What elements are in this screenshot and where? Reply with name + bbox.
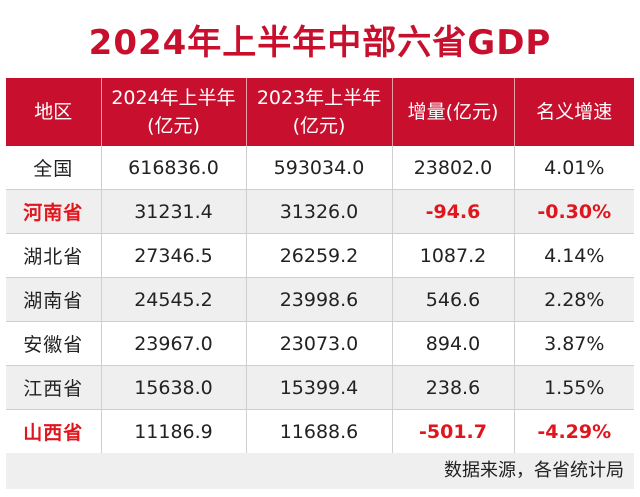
increase-cell: 894.0 [392,321,515,366]
table-body: 全国 616836.0 593034.0 23802.0 4.01% 河南省 3… [6,146,634,454]
region-cell: 全国 [6,146,102,190]
growth-cell: 2.28% [514,277,634,322]
gdp-2024-cell: 15638.0 [101,365,247,410]
region-cell: 河南省 [6,189,102,234]
gdp-2024-cell: 27346.5 [101,233,247,278]
region-cell: 山西省 [6,409,102,454]
col-header-2024-line1: 2024年上半年 [111,87,236,109]
gdp-2023-cell: 23073.0 [246,321,393,366]
gdp-2023-cell: 593034.0 [246,146,393,190]
table-header: 地区 2024年上半年 (亿元) 2023年上半年 (亿元) 增量(亿元) 名义… [6,78,634,146]
col-header-2023-line2: (亿元) [292,115,346,137]
growth-cell: 4.01% [514,146,634,190]
region-cell: 江西省 [6,365,102,410]
gdp-2024-cell: 616836.0 [101,146,247,190]
col-header-increase: 增量(亿元) [392,78,515,146]
gdp-2024-cell: 23967.0 [101,321,247,366]
table-row: 湖北省 27346.5 26259.2 1087.2 4.14% [6,233,634,278]
region-cell: 湖北省 [6,233,102,278]
col-header-2024: 2024年上半年 (亿元) [101,78,247,146]
table-row: 安徽省 23967.0 23073.0 894.0 3.87% [6,321,634,366]
gdp-2023-cell: 26259.2 [246,233,393,278]
increase-cell: 1087.2 [392,233,515,278]
gdp-2023-cell: 15399.4 [246,365,393,410]
table-row: 全国 616836.0 593034.0 23802.0 4.01% [6,146,634,190]
gdp-table: 地区 2024年上半年 (亿元) 2023年上半年 (亿元) 增量(亿元) 名义… [6,78,634,454]
col-header-region-label: 地区 [34,101,73,123]
gdp-2024-cell: 11186.9 [101,409,247,454]
header-row: 地区 2024年上半年 (亿元) 2023年上半年 (亿元) 增量(亿元) 名义… [6,78,634,146]
table-row: 山西省 11186.9 11688.6 -501.7 -4.29% [6,409,634,454]
growth-cell: 1.55% [514,365,634,410]
gdp-2024-cell: 24545.2 [101,277,247,322]
growth-cell: -0.30% [514,189,634,234]
region-cell: 安徽省 [6,321,102,366]
col-header-2024-line2: (亿元) [147,115,200,137]
gdp-2023-cell: 31326.0 [246,189,393,234]
col-header-region: 地区 [6,78,102,146]
col-header-growth: 名义增速 [514,78,634,146]
source-note: 数据来源，各省统计局 [6,453,634,489]
page-title: 2024年上半年中部六省GDP [88,22,552,63]
table-row: 河南省 31231.4 31326.0 -94.6 -0.30% [6,189,634,234]
region-cell: 湖南省 [6,277,102,322]
gdp-2024-cell: 31231.4 [101,189,247,234]
increase-cell: -94.6 [392,189,515,234]
col-header-2023-line1: 2023年上半年 [256,87,382,109]
col-header-2023: 2023年上半年 (亿元) [246,78,393,146]
gdp-2023-cell: 23998.6 [246,277,393,322]
table-row: 湖南省 24545.2 23998.6 546.6 2.28% [6,277,634,322]
table-row: 江西省 15638.0 15399.4 238.6 1.55% [6,365,634,410]
growth-cell: -4.29% [514,409,634,454]
increase-cell: 23802.0 [392,146,515,190]
col-header-increase-label: 增量(亿元) [407,101,499,123]
gdp-2023-cell: 11688.6 [246,409,393,454]
increase-cell: 238.6 [392,365,515,410]
increase-cell: -501.7 [392,409,515,454]
growth-cell: 3.87% [514,321,634,366]
col-header-growth-label: 名义增速 [536,101,613,123]
growth-cell: 4.14% [514,233,634,278]
increase-cell: 546.6 [392,277,515,322]
